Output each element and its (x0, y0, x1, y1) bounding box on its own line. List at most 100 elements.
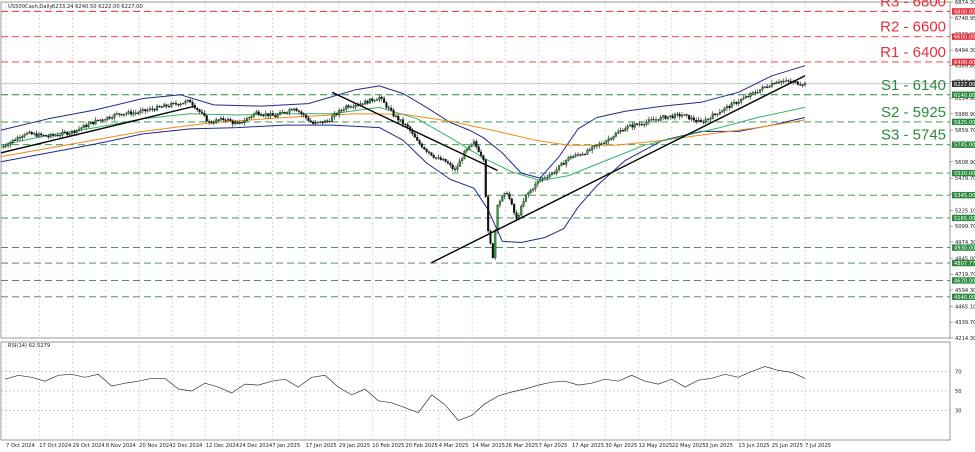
candle-body (794, 81, 797, 83)
candle-body (437, 157, 440, 159)
candle-body (501, 196, 504, 202)
candle-body (215, 119, 218, 123)
candle-body (16, 137, 19, 141)
candle-body (115, 113, 118, 115)
candle-body (274, 115, 277, 118)
candle-body (520, 206, 523, 216)
candle-body (548, 174, 551, 178)
candle-body (25, 132, 29, 135)
candle-body (14, 139, 17, 141)
candle-body (368, 98, 371, 104)
candle-body (650, 119, 653, 121)
price-tick-label: 5608.90 (955, 160, 975, 166)
candle-body (550, 172, 554, 175)
candle-body (435, 157, 438, 159)
price-tick-label: 5099.70 (955, 224, 975, 230)
moving-average-fast (0, 106, 806, 182)
trend-line-3 (431, 75, 806, 264)
candle-body (174, 102, 178, 105)
main-grid (0, 1, 951, 441)
candle-body (607, 138, 610, 141)
level-tag-s3: 5745.00 (954, 143, 975, 149)
level-tag-l4930: 4930.00 (954, 246, 975, 252)
candle-body (331, 116, 334, 122)
candle-body (555, 169, 558, 174)
candle-body (427, 151, 431, 153)
candle-body (494, 230, 497, 259)
candle-body (347, 105, 350, 108)
price-tick-label: 4845.00 (955, 256, 975, 262)
candle-body (598, 143, 601, 146)
candle-body (371, 98, 374, 101)
candle-body (539, 179, 542, 182)
candle-body (345, 105, 348, 110)
candle-body (40, 133, 43, 136)
candle-body (137, 112, 140, 114)
candle-body (515, 212, 518, 219)
candle-body (706, 118, 710, 120)
candle-body (688, 115, 691, 120)
time-tick-label: 24 Dec 2024 (239, 443, 273, 449)
candle-body (522, 200, 525, 207)
candle-body (335, 113, 338, 115)
level-label-s3: S3 - 5745 (881, 127, 946, 144)
candle-body (229, 118, 232, 122)
chart-header-ohlc: 6233.24 6240.50 6222.00 6227.00 (52, 4, 143, 10)
candle-body (304, 114, 308, 118)
candle-body (482, 155, 485, 160)
candle-body (146, 109, 149, 112)
candle-body (628, 124, 632, 127)
candle-body (569, 156, 572, 159)
time-tick-label: 29 Jan 2025 (339, 443, 370, 449)
trend-line-1 (0, 105, 196, 154)
candle-body (449, 163, 452, 166)
candle-body (749, 93, 752, 97)
candle-body (733, 102, 736, 104)
candle-body (562, 162, 565, 165)
candle-body (754, 92, 757, 94)
candle-body (23, 134, 26, 137)
candle-body (647, 119, 650, 123)
candle-body (302, 113, 305, 116)
candle-body (288, 109, 291, 113)
level-tag-r3: 6800.00 (954, 9, 975, 15)
price-tick-label: 6494.30 (955, 48, 975, 54)
candle-body (257, 111, 260, 115)
candle-body (276, 114, 279, 118)
candle-body (37, 133, 40, 137)
candle-body (7, 144, 10, 147)
candle-body (267, 113, 270, 117)
candle-body (461, 158, 464, 162)
candle-body (801, 84, 804, 86)
candle-body (576, 154, 580, 156)
level-tag-l5165: 5165.00 (954, 216, 975, 222)
candle-body (529, 189, 532, 193)
time-tick-label: 3 Jun 2025 (705, 443, 733, 449)
price-tick-label: 5225.10 (955, 208, 975, 214)
candle-body (524, 194, 528, 202)
candle-body (404, 123, 407, 126)
candle-body (354, 105, 357, 107)
candle-body (165, 104, 168, 107)
candle-body (697, 119, 700, 122)
candle-body (312, 121, 315, 124)
candle-body (160, 106, 163, 108)
candle-body (333, 113, 336, 117)
candle-body (456, 166, 459, 170)
time-tick-label: 30 Apr 2025 (605, 443, 637, 449)
time-tick-label: 14 Mar 2025 (472, 443, 505, 449)
candle-body (430, 152, 433, 156)
candle-body (498, 200, 502, 206)
candle-body (692, 117, 695, 121)
candle-body (768, 86, 771, 88)
price-tick-label: 6874.30 (955, 0, 975, 6)
candle-body (210, 121, 213, 124)
candle-body (451, 164, 454, 170)
level-tag-bg (952, 58, 975, 66)
level-tag-r1: 6400.00 (954, 60, 975, 66)
main-plot-frame (0, 1, 951, 339)
candle-body (685, 114, 688, 116)
current-price-tag-bg (952, 80, 975, 87)
price-tick-label: 6114.90 (955, 96, 975, 102)
candle-body (425, 148, 428, 152)
